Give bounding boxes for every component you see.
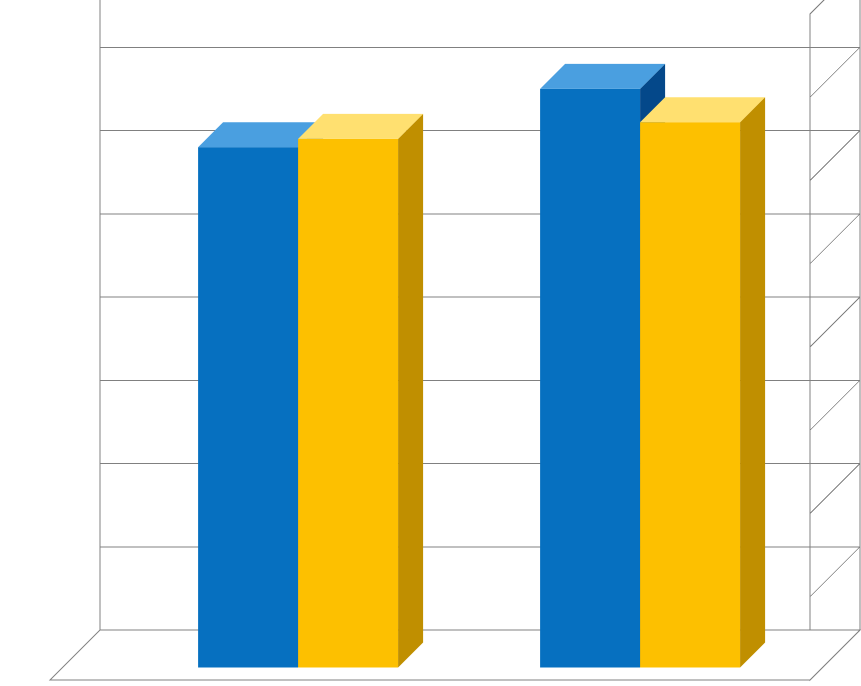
bar-front bbox=[298, 139, 398, 668]
bar-front bbox=[640, 122, 740, 667]
bar-chart-3d bbox=[0, 0, 861, 686]
bar-side bbox=[398, 114, 423, 668]
bar-front bbox=[198, 147, 298, 667]
bar-side bbox=[740, 97, 765, 667]
bar-front bbox=[540, 89, 640, 668]
